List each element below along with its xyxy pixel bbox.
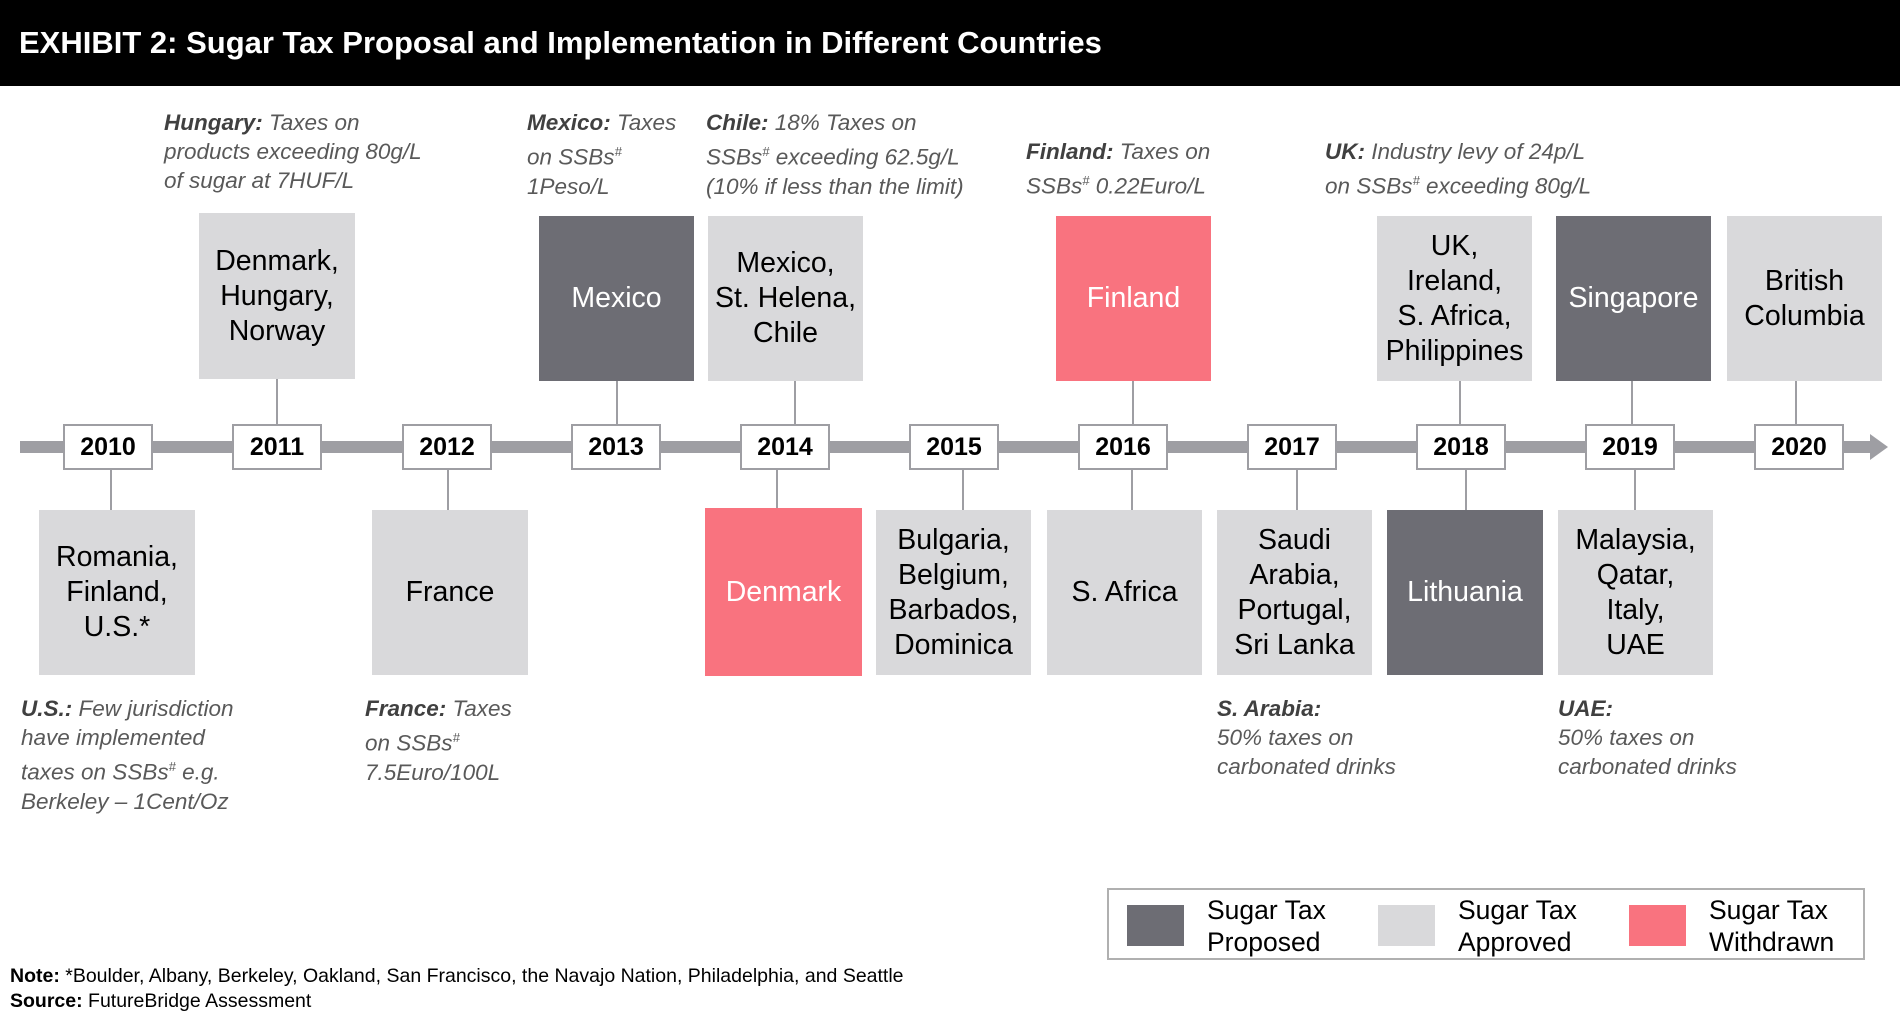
connector-2013-top: [616, 381, 618, 424]
box-2013-proposed: Mexico: [539, 216, 694, 381]
box-2018-approved: UK, Ireland, S. Africa, Philippines: [1377, 216, 1532, 381]
box-2016-approved: S. Africa: [1047, 510, 1202, 675]
year-2012: 2012: [402, 424, 492, 470]
box-2019-proposed: Singapore: [1556, 216, 1711, 381]
box-2018-proposed: Lithuania: [1387, 510, 1543, 675]
box-2020-approved: British Columbia: [1727, 216, 1882, 381]
box-2014-withdrawn: Denmark: [705, 508, 862, 676]
connector-2020-top: [1795, 381, 1797, 424]
legend-swatch-withdrawn: [1629, 905, 1686, 946]
connector-2016-top: [1132, 381, 1134, 424]
connector-2015-bottom: [962, 470, 964, 510]
box-2015-approved: Bulgaria, Belgium, Barbados, Dominica: [876, 510, 1031, 675]
box-2010-approved: Romania, Finland, U.S.*: [39, 510, 195, 675]
annotation-uae: UAE: 50% taxes on carbonated drinks: [1558, 696, 1737, 779]
annotation-hungary: Hungary: Taxes on products exceeding 80g…: [164, 110, 422, 193]
annotation-us: U.S.: Few jurisdiction have implemented …: [21, 696, 234, 814]
connector-2012-bottom: [447, 470, 449, 510]
year-2018: 2018: [1416, 424, 1506, 470]
connector-2011-top: [276, 379, 278, 424]
connector-2014-bottom: [776, 470, 778, 508]
box-2014-approved: Mexico, St. Helena, Chile: [708, 216, 863, 381]
legend-label-approved: Sugar Tax Approved: [1458, 895, 1577, 957]
legend-swatch-proposed: [1127, 905, 1184, 946]
legend-label-proposed: Sugar Tax Proposed: [1207, 895, 1326, 957]
exhibit-title: EXHIBIT 2: Sugar Tax Proposal and Implem…: [0, 0, 1900, 86]
box-2019-approved: Malaysia, Qatar, Italy, UAE: [1558, 510, 1713, 675]
annotation-finland: Finland: Taxes on SSBs# 0.22Euro/L: [1026, 139, 1211, 199]
annotation-mexico: Mexico: Taxes on SSBs# 1Peso/L: [527, 110, 677, 199]
connector-2018-top: [1459, 381, 1461, 424]
legend: Sugar Tax Proposed Sugar Tax Approved Suga…: [1107, 888, 1865, 960]
legend-swatch-approved: [1378, 905, 1435, 946]
year-2010: 2010: [63, 424, 153, 470]
annotation-france: France: Taxes on SSBs# 7.5Euro/100L: [365, 696, 512, 785]
year-2016: 2016: [1078, 424, 1168, 470]
timeline-arrow: [1870, 434, 1888, 460]
connector-2019-top: [1631, 381, 1633, 424]
year-2013: 2013: [571, 424, 661, 470]
connector-2014-top: [794, 381, 796, 424]
box-2017-approved: Saudi Arabia, Portugal, Sri Lanka: [1217, 510, 1372, 675]
year-2020: 2020: [1754, 424, 1844, 470]
connector-2010-bottom: [110, 470, 112, 510]
year-2014: 2014: [740, 424, 830, 470]
annotation-chile: Chile: 18% Taxes on SSBs# exceeding 62.5…: [706, 110, 964, 199]
box-2016-withdrawn: Finland: [1056, 216, 1211, 381]
source-line: Source: FutureBridge Assessment: [10, 990, 312, 1012]
year-2017: 2017: [1247, 424, 1337, 470]
year-2011: 2011: [232, 424, 322, 470]
connector-2018-bottom: [1465, 470, 1467, 510]
connector-2016-bottom: [1131, 470, 1133, 510]
annotation-saudi-arabia: S. Arabia: 50% taxes on carbonated drink…: [1217, 696, 1396, 779]
footnote: Note: *Boulder, Albany, Berkeley, Oaklan…: [10, 965, 904, 987]
box-2011-approved: Denmark, Hungary, Norway: [199, 213, 355, 379]
year-2015: 2015: [909, 424, 999, 470]
legend-label-withdrawn: Sugar Tax Withdrawn: [1709, 895, 1835, 957]
year-2019: 2019: [1585, 424, 1675, 470]
connector-2019-bottom: [1634, 470, 1636, 510]
box-2012-approved: France: [372, 510, 528, 675]
connector-2017-bottom: [1296, 470, 1298, 510]
annotation-uk: UK: Industry levy of 24p/L on SSBs# exce…: [1325, 139, 1592, 199]
